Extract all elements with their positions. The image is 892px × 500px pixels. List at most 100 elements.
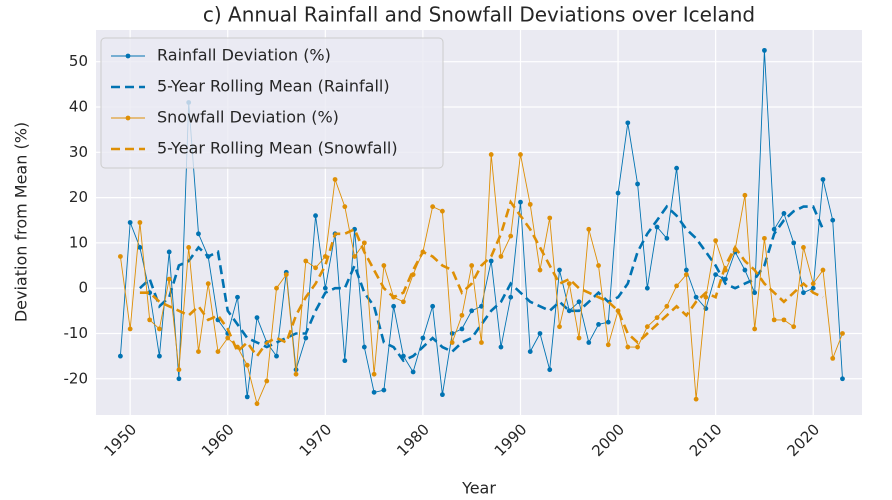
data-point [752, 326, 758, 332]
data-point [664, 303, 670, 309]
data-point [791, 240, 797, 246]
data-point [810, 285, 816, 291]
data-point [166, 276, 172, 282]
data-point [400, 299, 406, 305]
x-tick-label: 1990 [491, 420, 531, 460]
data-point [683, 272, 689, 277]
data-point [176, 376, 182, 382]
data-point [332, 177, 338, 182]
data-point [381, 387, 387, 393]
data-point [596, 322, 601, 327]
data-point [205, 281, 211, 287]
data-point [674, 165, 679, 171]
data-point [840, 331, 845, 336]
data-point [215, 349, 221, 354]
data-point [527, 201, 533, 207]
data-point [518, 152, 523, 157]
x-tick-label: 1950 [100, 420, 140, 460]
data-point [430, 204, 436, 210]
legend-label: Snowfall Deviation (%) [157, 108, 339, 127]
data-point [508, 294, 514, 300]
data-point [391, 303, 397, 309]
data-point [449, 331, 455, 336]
data-point [196, 231, 201, 237]
data-point [635, 181, 640, 187]
data-point [576, 299, 582, 305]
data-point [635, 344, 640, 350]
x-tick-label: 1960 [198, 420, 238, 460]
data-point [479, 303, 484, 309]
data-point [771, 226, 777, 232]
data-point [820, 177, 826, 182]
data-point [664, 235, 670, 241]
data-point [742, 267, 748, 273]
data-point [508, 233, 514, 239]
data-point [703, 294, 709, 300]
data-point [117, 353, 123, 359]
data-point [244, 394, 250, 400]
data-point [147, 317, 153, 323]
data-point [566, 308, 572, 314]
data-point [342, 358, 348, 364]
x-axis-label: Year [461, 479, 496, 498]
legend-box [100, 37, 444, 169]
y-tick-label: -20 [64, 369, 89, 387]
data-point [176, 367, 182, 373]
legend-label: 5-Year Rolling Mean (Rainfall) [157, 77, 390, 96]
data-point [430, 303, 436, 309]
data-point [644, 285, 650, 291]
y-tick-label: 20 [69, 188, 88, 206]
data-point [157, 326, 162, 332]
data-point [449, 340, 455, 345]
data-point [801, 245, 806, 250]
data-point [440, 208, 445, 214]
y-tick-label: -10 [64, 324, 89, 342]
data-point [703, 306, 709, 311]
data-point [488, 258, 494, 264]
series-line [139, 204, 825, 363]
data-point [683, 267, 689, 273]
data-point [693, 294, 699, 300]
data-point [371, 389, 377, 395]
data-point [840, 376, 845, 382]
data-point [801, 290, 806, 296]
data-point [605, 342, 611, 348]
y-axis-label: Deviation from Mean (%) [12, 122, 31, 322]
data-point [459, 326, 465, 332]
data-point [303, 335, 309, 341]
data-point [244, 362, 250, 368]
data-point [186, 245, 192, 250]
x-tick-label: 1980 [393, 420, 433, 460]
data-point [498, 254, 504, 259]
data-point [137, 220, 143, 225]
data-point [488, 152, 494, 157]
data-point [566, 281, 572, 287]
data-point [420, 335, 426, 341]
data-point [762, 47, 767, 53]
y-tick-label: 10 [69, 233, 88, 251]
legend-label: 5-Year Rolling Mean (Snowfall) [157, 139, 398, 158]
data-point [674, 283, 679, 289]
data-point [381, 263, 387, 268]
data-point [371, 371, 377, 377]
data-point [557, 267, 562, 273]
data-point [742, 192, 748, 198]
data-point [576, 335, 582, 341]
y-tick-label: 30 [69, 143, 88, 161]
y-tick-label: 50 [69, 52, 88, 70]
data-point [586, 226, 592, 232]
data-point [293, 371, 299, 377]
data-point [254, 401, 260, 407]
x-tick-label: 2020 [783, 420, 823, 460]
series-line [139, 199, 824, 359]
y-tick-label: 0 [78, 279, 88, 297]
data-point [762, 235, 767, 241]
data-point [322, 285, 328, 291]
data-point [410, 369, 416, 375]
data-point [166, 249, 172, 255]
data-point [781, 317, 787, 323]
data-point [547, 367, 553, 373]
legend-marker [125, 115, 131, 121]
data-point [274, 285, 279, 291]
